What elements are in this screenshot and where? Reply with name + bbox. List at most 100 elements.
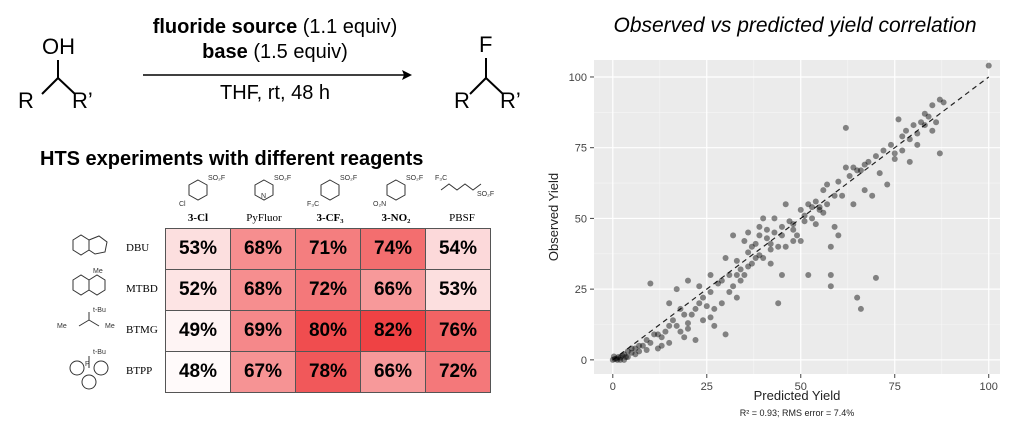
data-point bbox=[696, 283, 703, 290]
data-point bbox=[936, 150, 943, 157]
hts-cell: 67% bbox=[230, 351, 296, 393]
data-point bbox=[786, 218, 793, 225]
base-structures: Me t-Bu Me Me Pt-Bu bbox=[57, 234, 115, 390]
data-point bbox=[662, 328, 669, 335]
data-point bbox=[752, 240, 759, 247]
data-point bbox=[718, 300, 725, 307]
data-point bbox=[745, 229, 752, 236]
data-point bbox=[790, 226, 797, 233]
svg-text:Cl: Cl bbox=[179, 201, 186, 208]
data-point bbox=[876, 170, 883, 177]
data-point bbox=[621, 351, 628, 358]
data-point bbox=[703, 303, 710, 310]
hts-cell: 53% bbox=[165, 228, 231, 270]
hts-cell: 49% bbox=[165, 310, 231, 352]
x-tick-label: 75 bbox=[889, 381, 901, 393]
data-point bbox=[654, 331, 661, 338]
row-header-btmg: BTMG bbox=[126, 324, 158, 336]
data-point bbox=[903, 127, 910, 134]
hts-cell: 80% bbox=[295, 310, 361, 352]
data-point bbox=[707, 288, 714, 295]
data-point bbox=[790, 221, 797, 228]
data-point bbox=[715, 280, 722, 287]
data-point bbox=[688, 311, 695, 318]
data-point bbox=[940, 99, 947, 106]
data-point bbox=[910, 122, 917, 129]
hts-cell: 68% bbox=[230, 228, 296, 270]
data-point bbox=[669, 317, 676, 324]
data-point bbox=[726, 288, 733, 295]
reagent-structures: SO₂F Cl SO₂F N SO₂F F₃C SO₂F O₂N F₃C SO₂F bbox=[179, 175, 494, 208]
data-point bbox=[899, 147, 906, 154]
data-point bbox=[869, 192, 876, 199]
data-point bbox=[914, 141, 921, 148]
data-point bbox=[884, 181, 891, 188]
table-row: 49% 69% 80% 82% 76% bbox=[165, 310, 491, 352]
data-point bbox=[801, 212, 808, 219]
data-point bbox=[756, 232, 763, 239]
data-point bbox=[872, 153, 879, 160]
data-point bbox=[733, 294, 740, 301]
data-point bbox=[647, 339, 654, 346]
svg-text:N: N bbox=[261, 193, 266, 200]
hts-cell: 68% bbox=[230, 269, 296, 311]
svg-text:O₂N: O₂N bbox=[373, 201, 386, 208]
table-row: 52% 68% 72% 66% 53% bbox=[165, 269, 491, 311]
data-point bbox=[921, 122, 928, 129]
data-point bbox=[985, 62, 992, 69]
data-point bbox=[872, 274, 879, 281]
data-point bbox=[778, 271, 785, 278]
data-point bbox=[827, 283, 834, 290]
column-header-1: PyFluor bbox=[246, 212, 282, 224]
column-header-0: 3-Cl bbox=[187, 212, 209, 224]
data-point bbox=[880, 147, 887, 154]
svg-text:P: P bbox=[85, 361, 90, 368]
data-point bbox=[718, 277, 725, 284]
data-point bbox=[666, 300, 673, 307]
data-point bbox=[748, 243, 755, 250]
data-point bbox=[621, 356, 628, 363]
data-point bbox=[632, 345, 639, 352]
data-point bbox=[771, 229, 778, 236]
data-point bbox=[865, 158, 872, 165]
data-point bbox=[624, 354, 631, 361]
structure-3no2 bbox=[386, 179, 406, 201]
data-point bbox=[745, 263, 752, 270]
structure-dbu bbox=[72, 234, 90, 256]
data-point bbox=[730, 283, 737, 290]
data-point bbox=[794, 232, 800, 239]
data-point bbox=[622, 354, 629, 361]
condition-line-3: THF, rt, 48 h bbox=[219, 82, 331, 104]
data-point bbox=[805, 271, 812, 278]
data-point bbox=[767, 246, 774, 253]
data-point bbox=[651, 331, 658, 338]
data-point bbox=[842, 164, 849, 171]
reactant-oh-label: OH bbox=[42, 34, 75, 59]
data-point bbox=[760, 215, 767, 222]
chart-title: Observed vs predicted yield correlation bbox=[613, 14, 977, 37]
data-point bbox=[628, 345, 635, 352]
data-point bbox=[643, 337, 650, 344]
row-header-mtbd: MTBD bbox=[126, 283, 158, 295]
data-point bbox=[611, 356, 618, 363]
svg-text:SO₂F: SO₂F bbox=[477, 191, 494, 198]
svg-text:F₃C: F₃C bbox=[435, 175, 447, 182]
y-tick-label: 0 bbox=[581, 355, 587, 367]
data-point bbox=[647, 280, 654, 287]
hts-cell: 52% bbox=[165, 269, 231, 311]
row-header-dbu: DBU bbox=[126, 242, 150, 254]
x-tick-label: 100 bbox=[980, 381, 998, 393]
data-point bbox=[906, 158, 913, 165]
data-point bbox=[617, 356, 624, 363]
data-point bbox=[797, 206, 804, 213]
data-point bbox=[846, 172, 853, 179]
data-point bbox=[929, 127, 936, 134]
data-point bbox=[891, 156, 898, 163]
data-point bbox=[839, 192, 846, 199]
data-point bbox=[681, 311, 688, 318]
table-row: 53% 68% 71% 74% 54% bbox=[165, 228, 491, 270]
data-point bbox=[609, 356, 616, 363]
table-row: 48% 67% 78% 66% 72% bbox=[165, 351, 491, 393]
data-point bbox=[816, 206, 823, 213]
data-point bbox=[857, 305, 864, 312]
